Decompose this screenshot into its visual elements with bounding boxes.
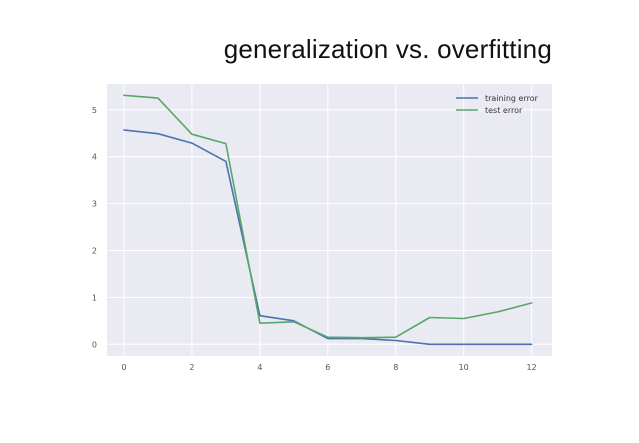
y-tick-label: 5: [92, 106, 97, 115]
y-tick-label: 0: [92, 340, 97, 349]
series-lines: [123, 94, 533, 346]
legend: training error test error: [456, 94, 539, 115]
y-tick-label: 3: [92, 200, 97, 209]
chart-title: generalization vs. overfitting: [223, 34, 552, 64]
plot-area: [107, 84, 552, 356]
series-line-training-error: [123, 129, 533, 346]
y-tick-label: 4: [92, 153, 97, 162]
x-tick-label: 6: [325, 363, 330, 372]
legend-label: training error: [485, 94, 539, 103]
y-tick-label: 2: [92, 246, 97, 255]
x-tick-label: 10: [459, 363, 469, 372]
series-line-test-error: [123, 94, 533, 339]
x-tick-label: 12: [527, 363, 537, 372]
x-tick-label: 0: [121, 363, 126, 372]
y-tick-label: 1: [92, 293, 97, 302]
legend-label: test error: [485, 106, 523, 115]
x-tick-label: 4: [257, 363, 262, 372]
x-tick-label: 8: [393, 363, 398, 372]
grid-lines: [107, 84, 552, 356]
x-tick-label: 2: [189, 363, 194, 372]
